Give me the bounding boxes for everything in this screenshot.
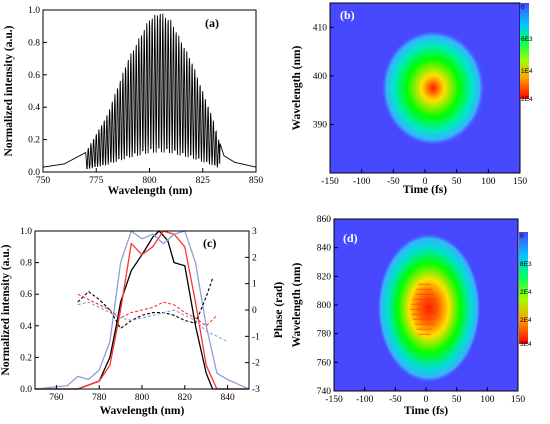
panel-c-ytick-label: 0.8 [20,259,32,269]
panel-a-ylabel: Normalized intensity (a.u.) [3,25,15,156]
panel-b-xtick-label: 50 [452,177,462,187]
panel-a-xtick-label: 825 [196,176,211,186]
panel-c: 760 780 800 820 840 0.0 0.2 0.4 0.6 0.8 1.0 -3 -2 -1 0… [0,227,285,417]
panel-d-xlabel: Time (fs) [404,405,448,417]
panel-c-y2tick-label: -3 [252,385,260,395]
panel-a-xtick-label: 775 [89,176,104,186]
panel-a-ytick-label: 1.0 [28,6,40,16]
panel-b-xtick-label: 100 [481,177,496,187]
panel-b-xlabel: Time (fs) [403,184,447,196]
panel-c-ytick-label: 0.6 [20,290,32,300]
panel-d-ytick-label: 760 [317,358,332,368]
panel-b-ylabel: Wavelength (nm) [291,46,303,131]
panel-d-ytick-label: 800 [317,301,332,311]
panel-c-y2tick-label: 2 [252,253,257,263]
panel-a-ytick-label: 0.8 [28,38,40,48]
panel-c-ytick-label: 1.0 [20,227,32,237]
panel-b: 0 6E3 1E4 2E4 -150 -100 -50 0 50 100 150 390 400 410… [291,2,533,196]
panel-c-spectrum-line-1 [35,230,249,390]
panel-d-xtick-label: -50 [389,395,402,405]
panel-b-colorbar-label: 2E4 [521,96,533,103]
panel-d-xtick-label: 50 [452,395,462,405]
panel-d-colorbar-label: 8E3 [520,261,532,268]
panel-c-phase-line-4 [77,293,218,327]
panel-c-xtick-label: 820 [178,393,193,403]
panel-c-y2tick-label: 1 [252,280,257,290]
panel-a-xtick-label: 750 [36,176,51,186]
panel-b-xtick-label: -150 [321,177,339,187]
panel-c-y2label: Phase (rad) [273,282,285,339]
panel-b-colorbar-label: 1E4 [521,68,533,75]
panel-d-ytick-label: 820 [317,272,332,282]
panel-b-colorbar-label: 6E3 [521,36,533,43]
panel-d-ytick-label: 860 [317,215,332,225]
panel-a-ytick-label: 0.2 [28,136,40,146]
panel-d-colorbar-label: 3E4 [520,341,532,348]
panel-d-colorbar-label: 2E4 [520,289,532,296]
panel-b-xtick-label: -50 [387,177,400,187]
panel-b-xtick-label: -100 [353,177,371,187]
panel-d: 0 8E3 2E4 2E4 3E4 -150 -100 -50 0 50 100 150 740 760… [291,215,532,417]
panel-c-ylabel: Normalized intensity (a.u.) [0,244,12,375]
panel-c-phase-line-3 [77,278,214,330]
panel-c-xtick-label: 800 [135,393,150,403]
panel-d-xtick-label: -100 [356,395,374,405]
panel-d-ytick-label: 740 [317,387,332,397]
panel-a-ytick-label: 0.4 [28,103,40,113]
panel-c-y2tick-label: -1 [252,332,260,342]
panel-c-y2tick-label: 3 [252,227,257,237]
panel-c-ytick-label: 0.0 [20,385,32,395]
panel-b-xtick-label: 0 [423,177,428,187]
panel-c-spectrum-line-0 [35,230,249,390]
panel-b-colorbar [520,3,529,99]
panel-d-colorbar-label: 0 [520,233,524,240]
panel-d-colorbar-label: 2E4 [520,317,532,324]
panel-a-xtick-label: 850 [249,176,264,186]
panel-c-xtick-label: 760 [49,393,64,403]
panel-a-ytick-label: 0.6 [28,71,40,81]
panel-c-y2tick-label: -2 [252,359,260,369]
panel-d-xtick-label: 150 [511,395,526,405]
panel-d-xtick-label: 0 [424,395,429,405]
panel-a: 750 775 800 825 850 0.0 0.2 0.4 0.6 0.8 1.0 Wavele… [3,6,263,197]
panel-d-ylabel: Wavelength (nm) [291,263,303,348]
panel-b-label: (b) [340,8,355,22]
panel-d-colorbar [519,232,528,344]
panel-b-colorbar-label: 0 [521,4,525,11]
panel-c-ytick-label: 0.2 [20,353,32,363]
panel-d-ytick-label: 780 [317,330,332,340]
panel-b-heatmap-spot [381,30,485,146]
panel-d-heatmap-spot [377,233,481,383]
panel-a-ytick-label: 0.0 [28,168,40,178]
panel-c-ytick-label: 0.4 [20,322,32,332]
panel-c-y2tick-label: 0 [252,306,257,316]
panel-c-xtick-label: 780 [92,393,107,403]
panel-b-xtick-label: 150 [513,177,528,187]
panel-c-xtick-label: 840 [220,393,235,403]
panel-a-xtick-label: 800 [142,176,157,186]
panel-b-ytick-label: 390 [313,120,328,130]
panel-c-phase-line-5 [77,301,228,343]
panel-b-ytick-label: 400 [313,72,328,82]
panel-d-ytick-label: 840 [317,244,332,254]
panel-c-xlabel: Wavelength (nm) [100,405,185,417]
panel-d-label: (d) [343,231,358,245]
panel-b-ytick-label: 410 [313,23,328,33]
panel-d-xtick-label: 100 [480,395,495,405]
panel-a-spectrum-line [43,13,256,170]
panel-a-xlabel: Wavelength (nm) [108,185,193,197]
panel-c-label: (c) [203,236,216,250]
panel-a-label: (a) [205,16,219,30]
panel-d-xtick-label: -150 [325,395,343,405]
panel-c-spectrum-line-2 [34,229,250,390]
